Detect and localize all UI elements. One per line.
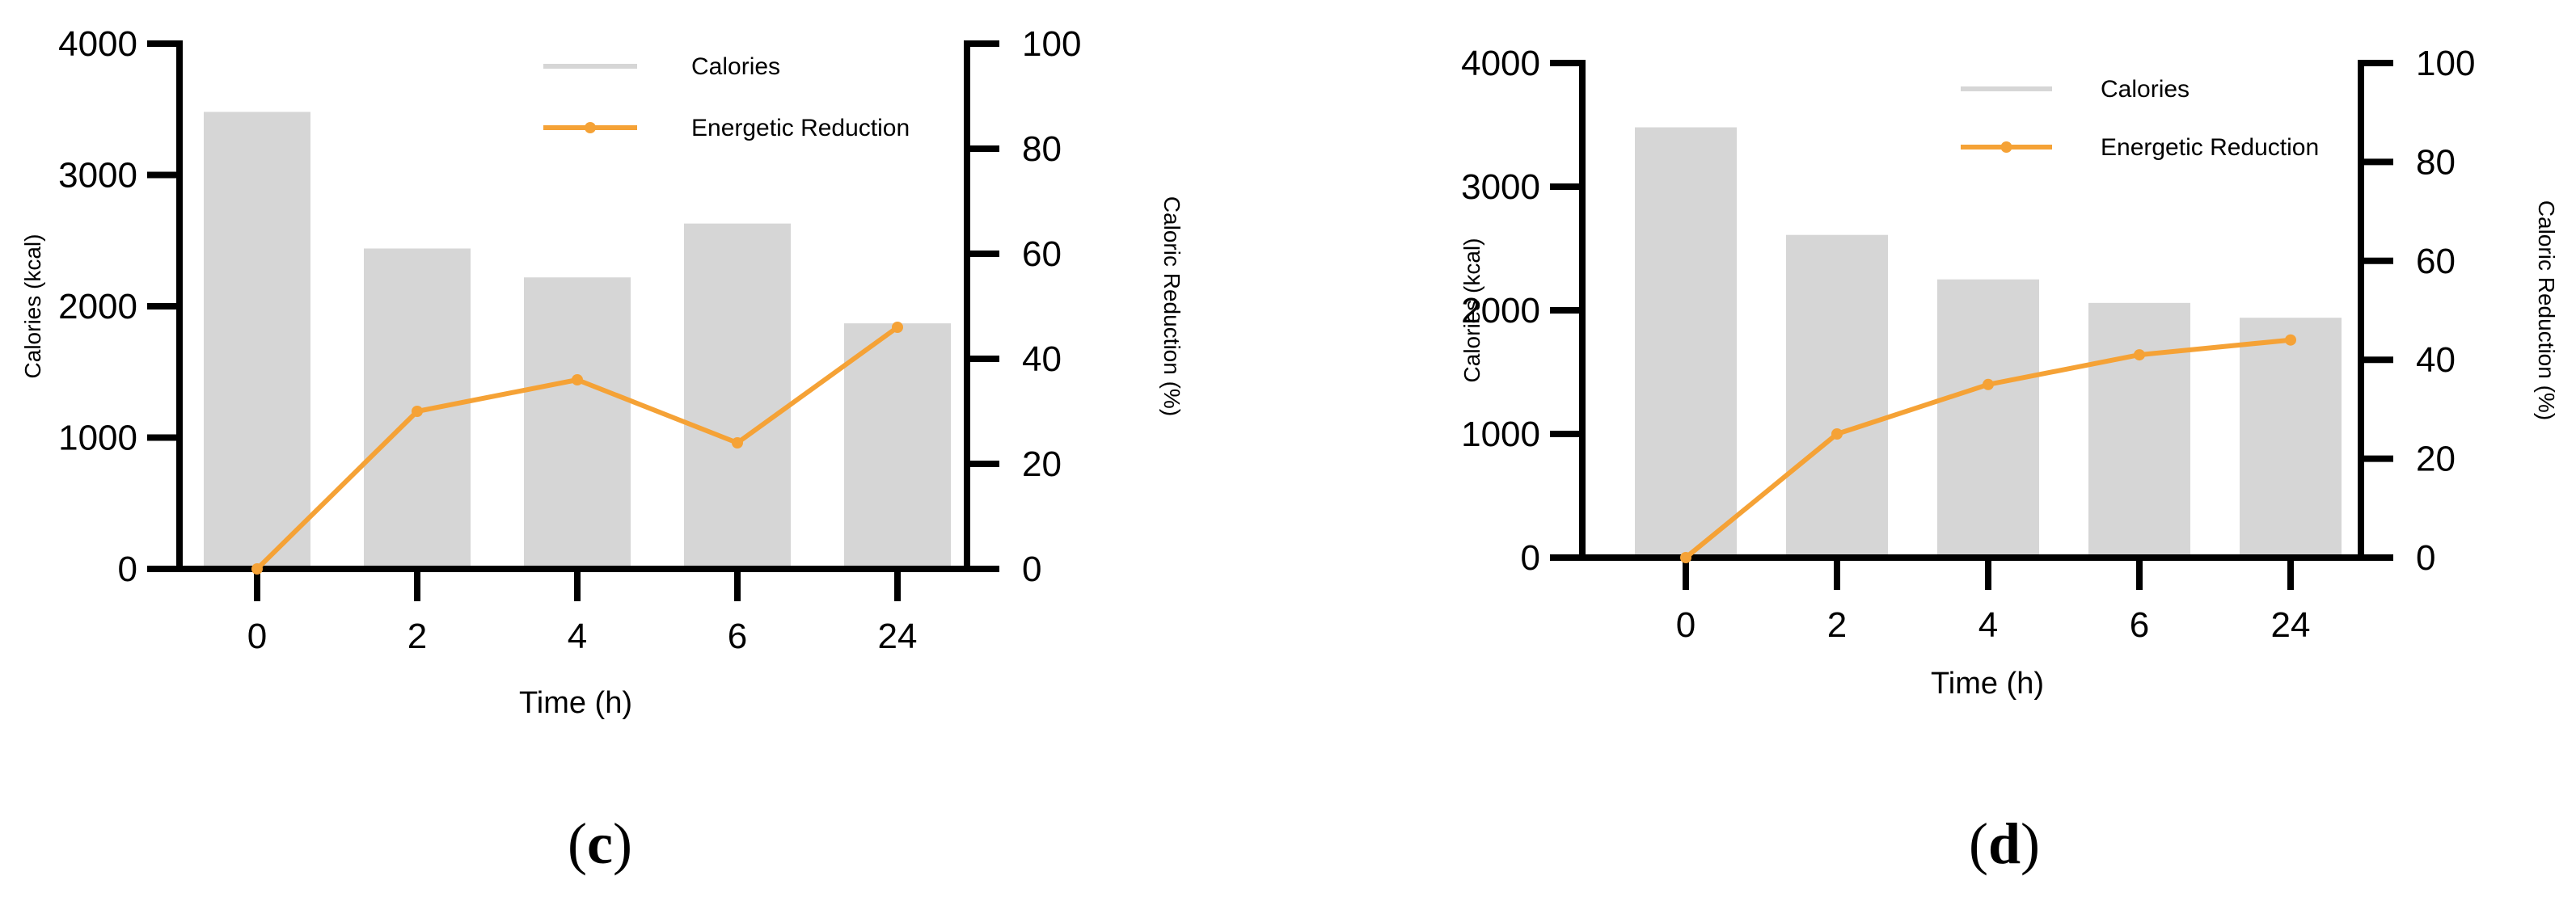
energetic-reduction-point bbox=[1831, 428, 1843, 440]
x-tick-label: 24 bbox=[878, 617, 918, 656]
right-y-axis-title: Caloric Reduction (%) bbox=[2534, 200, 2559, 420]
calories-bar bbox=[2240, 318, 2342, 558]
left-y-tick-label: 0 bbox=[1521, 538, 1540, 578]
right-y-tick-label: 100 bbox=[2416, 44, 2475, 83]
x-tick-label: 24 bbox=[2271, 605, 2311, 645]
energetic-reduction-point bbox=[1983, 378, 1994, 390]
legend-energetic-reduction-marker bbox=[585, 122, 596, 133]
x-tick-label: 2 bbox=[1827, 605, 1847, 645]
calories-bar bbox=[1635, 127, 1737, 558]
legend-energetic-reduction-marker bbox=[2000, 141, 2012, 153]
right-y-tick-label: 20 bbox=[2416, 440, 2456, 479]
x-tick-label: 2 bbox=[408, 617, 427, 656]
right-y-tick-label: 40 bbox=[1022, 339, 1062, 379]
calories-bar bbox=[524, 277, 631, 569]
legend-energetic-reduction-label: Energetic Reduction bbox=[2101, 134, 2319, 161]
x-tick-label: 0 bbox=[1676, 605, 1696, 645]
x-tick-label: 0 bbox=[247, 617, 267, 656]
left-y-tick-label: 4000 bbox=[1461, 44, 1540, 83]
calories-bar bbox=[844, 323, 951, 569]
panel-label: (c) bbox=[568, 811, 632, 876]
legend-energetic-reduction-label: Energetic Reduction bbox=[691, 115, 910, 141]
energetic-reduction-point bbox=[412, 406, 423, 417]
right-y-tick-label: 60 bbox=[1022, 234, 1062, 274]
right-y-tick-label: 100 bbox=[1022, 24, 1081, 64]
x-tick-label: 4 bbox=[1978, 605, 1998, 645]
left-y-tick-label: 4000 bbox=[58, 24, 137, 64]
energetic-reduction-point bbox=[2134, 349, 2145, 361]
right-y-axis-title: Caloric Reduction (%) bbox=[1159, 196, 1185, 416]
x-tick-label: 6 bbox=[2130, 605, 2149, 645]
left-y-tick-label: 0 bbox=[118, 550, 137, 589]
energetic-reduction-point bbox=[572, 374, 583, 385]
calories-bar bbox=[684, 223, 791, 569]
left-y-tick-label: 3000 bbox=[1461, 167, 1540, 207]
right-y-tick-label: 60 bbox=[2416, 242, 2456, 281]
x-tick-label: 6 bbox=[728, 617, 747, 656]
energetic-reduction-point bbox=[251, 563, 263, 575]
right-y-tick-label: 80 bbox=[1022, 129, 1062, 169]
calories-bar bbox=[1937, 279, 2039, 558]
left-y-tick-label: 1000 bbox=[1461, 415, 1540, 454]
left-y-tick-label: 1000 bbox=[58, 419, 137, 458]
x-tick-label: 4 bbox=[568, 617, 587, 656]
left-y-axis-title: Calories (kcal) bbox=[20, 234, 45, 379]
energetic-reduction-point bbox=[892, 322, 903, 333]
x-axis-title: Time (h) bbox=[1931, 667, 2044, 701]
left-y-tick-label: 2000 bbox=[1461, 291, 1540, 331]
right-y-tick-label: 0 bbox=[1022, 550, 1041, 589]
calories-bar bbox=[1786, 234, 1888, 558]
energetic-reduction-point bbox=[732, 437, 743, 448]
right-y-tick-label: 0 bbox=[2416, 538, 2435, 578]
left-y-tick-label: 3000 bbox=[58, 156, 137, 196]
left-y-axis-title: Calories (kcal) bbox=[1459, 238, 1484, 383]
energetic-reduction-point bbox=[2285, 334, 2296, 346]
energetic-reduction-point bbox=[1680, 552, 1691, 563]
right-y-tick-label: 20 bbox=[1022, 444, 1062, 484]
legend-calories-label: Calories bbox=[691, 53, 780, 80]
x-axis-title: Time (h) bbox=[519, 686, 632, 720]
right-y-tick-label: 40 bbox=[2416, 340, 2456, 380]
calories-bar bbox=[2088, 302, 2190, 558]
left-y-tick-label: 2000 bbox=[58, 287, 137, 326]
calories-bar bbox=[204, 112, 310, 569]
right-y-tick-label: 80 bbox=[2416, 142, 2456, 182]
panel-label: (d) bbox=[1969, 811, 2040, 876]
legend-calories-label: Calories bbox=[2101, 76, 2190, 103]
